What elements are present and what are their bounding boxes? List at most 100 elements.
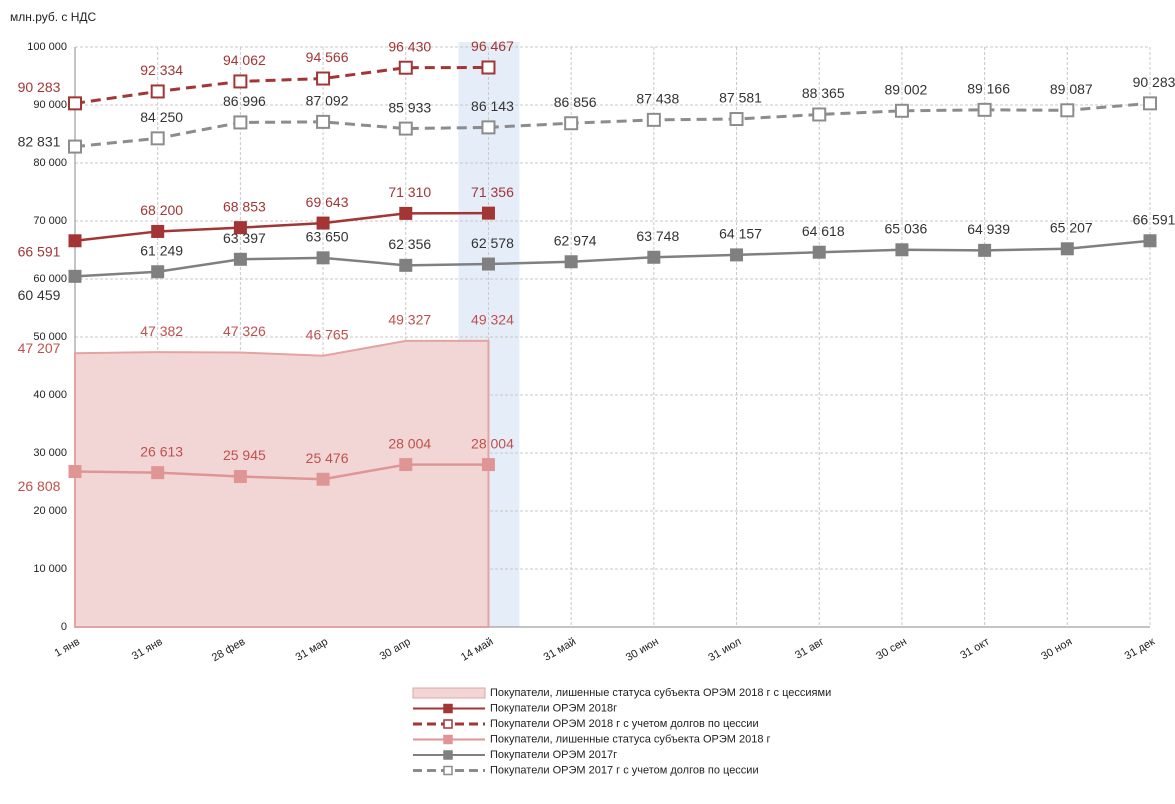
value-label: 68 200 [140, 202, 183, 218]
value-label: 63 748 [636, 228, 679, 244]
legend-marker [443, 765, 453, 776]
value-label: 25 476 [306, 450, 349, 466]
value-label: 89 002 [885, 81, 928, 97]
legend-marker [443, 734, 453, 745]
y-tick-label: 80 000 [33, 157, 67, 169]
marker [316, 251, 330, 265]
marker [1143, 96, 1157, 111]
value-label: 47 207 [18, 340, 61, 356]
y-tick-label: 50 000 [33, 331, 67, 343]
value-label: 87 438 [636, 91, 679, 107]
value-label: 96 430 [388, 38, 431, 54]
marker [812, 245, 826, 259]
value-label: 28 004 [471, 435, 514, 451]
value-label: 84 250 [140, 109, 183, 125]
marker [151, 466, 165, 480]
value-label: 65 207 [1050, 220, 1093, 236]
legend-label: Покупатели ОРЭМ 2018г [490, 702, 617, 714]
value-label: 87 581 [719, 90, 762, 106]
value-label: 82 831 [18, 133, 61, 149]
x-tick-label: 30 сен [874, 636, 909, 663]
x-tick-label: 31 июл [706, 636, 743, 664]
area [74, 339, 490, 628]
marker [398, 121, 413, 136]
value-label: 62 356 [388, 236, 431, 252]
marker [233, 221, 247, 235]
value-label: 65 036 [885, 220, 928, 236]
value-label: 71 356 [471, 184, 514, 200]
marker [894, 103, 909, 118]
marker [481, 60, 496, 75]
x-tick-label: 31 мар [294, 636, 330, 664]
marker [316, 216, 330, 230]
value-label: 64 157 [719, 226, 762, 242]
value-label: 49 327 [388, 312, 431, 328]
value-label: 88 365 [802, 85, 845, 101]
marker [647, 250, 661, 264]
marker [233, 470, 247, 484]
marker [68, 269, 82, 283]
y-tick-label: 100 000 [27, 41, 67, 53]
marker [1143, 234, 1157, 248]
x-tick-label: 28 фев [210, 636, 248, 665]
line [74, 101, 1151, 149]
value-label: 71 310 [388, 184, 431, 200]
x-tick-label: 1 янв [53, 636, 83, 660]
marker [151, 265, 165, 279]
marker [895, 243, 909, 257]
marker [233, 252, 247, 266]
line [74, 239, 1151, 278]
y-tick-label: 20 000 [33, 505, 67, 517]
value-label: 92 334 [140, 62, 183, 78]
marker [978, 243, 992, 257]
value-label: 66 591 [18, 243, 61, 259]
legend-marker [443, 719, 453, 729]
x-tick-label: 14 май [459, 636, 495, 664]
marker [481, 458, 495, 472]
value-label: 47 326 [223, 323, 266, 339]
y-tick-label: 30 000 [33, 447, 67, 459]
x-tick-label: 31 янв [130, 636, 165, 663]
value-label: 62 578 [471, 235, 514, 251]
marker [316, 71, 331, 86]
value-label: 69 643 [306, 194, 349, 210]
value-label: 87 092 [306, 93, 349, 109]
marker [729, 112, 744, 127]
y-tick-label: 10 000 [33, 563, 67, 575]
x-tick-label: 31 авг [793, 636, 826, 662]
value-label: 94 566 [306, 49, 349, 65]
legend-label: Покупатели ОРЭМ 2017 г с учетом долгов п… [490, 764, 759, 776]
value-label: 61 249 [140, 242, 183, 258]
marker [812, 107, 827, 122]
y-tick-label: 60 000 [33, 273, 67, 285]
marker [646, 112, 661, 127]
marker [233, 74, 248, 89]
legend-swatch [412, 687, 486, 699]
value-label: 63 397 [223, 230, 266, 246]
y-tick-label: 0 [61, 621, 67, 633]
value-label: 49 324 [471, 312, 514, 328]
marker [481, 206, 495, 220]
value-label: 89 087 [1050, 81, 1093, 97]
value-label: 62 974 [554, 232, 597, 248]
value-label: 63 650 [306, 229, 349, 245]
marker [399, 258, 413, 272]
marker [1060, 103, 1075, 118]
value-label: 66 591 [1133, 211, 1175, 227]
marker [398, 60, 413, 75]
value-label: 86 143 [471, 98, 514, 114]
line [74, 211, 489, 243]
marker [233, 115, 248, 130]
value-label: 28 004 [388, 435, 431, 451]
value-label: 96 467 [471, 38, 514, 54]
marker [481, 120, 496, 135]
marker [151, 224, 165, 238]
legend-label: Покупатели, лишенные статуса субъекта ОР… [490, 687, 831, 699]
value-label: 46 765 [306, 326, 349, 342]
marker [564, 116, 579, 131]
marker [68, 96, 82, 111]
value-label: 26 808 [18, 478, 61, 494]
value-label: 90 283 [18, 79, 61, 95]
x-tick-label: 30 ноя [1039, 636, 1074, 663]
